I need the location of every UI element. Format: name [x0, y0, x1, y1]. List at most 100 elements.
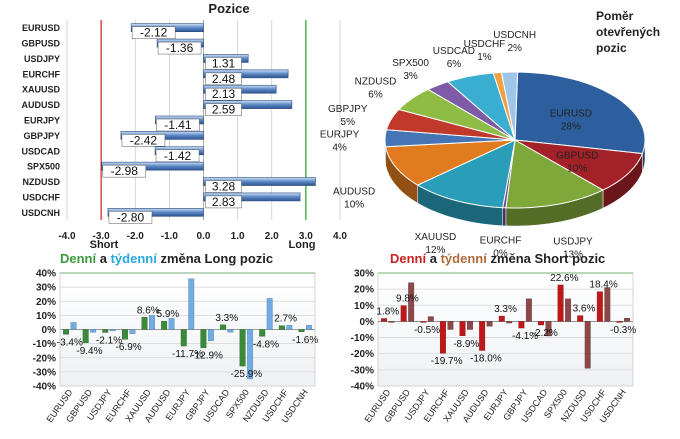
change-title-part: týdenní [111, 251, 158, 266]
change-y-tick: -40% [33, 382, 56, 393]
long-label: Long [289, 239, 316, 251]
change-value-label: -9.4% [76, 346, 102, 357]
change-bar [298, 329, 305, 332]
pie-slice-label: AUDUSD [333, 187, 375, 198]
change-bar [109, 329, 116, 332]
pie-slice [514, 71, 646, 155]
change-value-label: 3.6% [573, 304, 596, 315]
pie-slice-label: NZDUSD [355, 76, 397, 87]
positions-bar [107, 208, 204, 217]
change-value-label: -0.5% [414, 325, 440, 336]
change-value-label: -1.6% [292, 335, 318, 346]
change-bar [259, 329, 266, 337]
change-bar [381, 318, 388, 322]
positions-category-label: SPX500 [27, 162, 60, 172]
change-bar [427, 316, 434, 322]
change-y-tick: -10% [33, 339, 56, 350]
pie-slice-percent: 13% [563, 250, 583, 261]
pie-slice-label: USDCAD [433, 46, 475, 57]
change-y-tick: 10% [36, 311, 56, 322]
change-bar [498, 315, 505, 322]
change-bar [278, 325, 285, 330]
change-bar [207, 329, 214, 342]
change-y-tick: -20% [351, 349, 374, 360]
pie-slice-percent: 2% [507, 43, 522, 54]
pie-slice-label: EURJPY [320, 130, 360, 141]
change-title-part: Denní [60, 251, 97, 266]
pie-slice-percent: 0% [493, 248, 508, 259]
change-title: Denní a týdenní změna Short pozic [390, 251, 605, 266]
positions-value-box [205, 72, 242, 86]
positions-value-label: -2.12 [140, 26, 168, 40]
short-change-chart: Denní a týdenní změna Short pozic30%20%1… [351, 251, 637, 425]
positions-category-label: EURCHF [23, 69, 61, 79]
change-y-tick: -10% [351, 333, 374, 344]
change-value-label: -18.0% [470, 353, 502, 364]
change-title-part: změna Long pozic [157, 251, 273, 266]
pie-slice [384, 129, 516, 148]
long-change-chart: Denní a týdenní změna Long pozic 40% 30% 20… [33, 251, 319, 425]
positions-value-box [157, 41, 202, 55]
positions-value-box [102, 164, 147, 178]
change-bar [459, 321, 466, 336]
change-bar [486, 321, 493, 327]
positions-value-box [108, 211, 153, 224]
pie-slice-percent: 10% [344, 200, 364, 211]
pie-title-line: Poměr [596, 9, 634, 23]
change-title-part: týdenní [441, 251, 488, 266]
positions-bar [101, 161, 204, 171]
change-value-label: 3.3% [494, 304, 517, 315]
positions-value-label: -2.80 [117, 210, 145, 224]
change-bar [305, 325, 312, 330]
change-bar [168, 318, 175, 330]
change-y-tick: 30% [36, 283, 56, 294]
positions-category-label: USDCAD [21, 146, 60, 156]
positions-category-label: AUDUSD [21, 100, 60, 110]
change-bar [266, 298, 273, 330]
change-bar [82, 329, 89, 343]
pie-slice [492, 71, 516, 141]
pie-slice-label: USDJPY [553, 237, 593, 248]
change-value-label: -8.9% [453, 339, 479, 350]
change-value-label: 3.3% [215, 313, 238, 324]
change-bar [506, 321, 513, 324]
change-bar [565, 298, 572, 322]
change-bar [596, 291, 603, 322]
pie-slice [514, 139, 644, 191]
change-value-label: 22.6% [550, 273, 578, 284]
change-bar [525, 298, 532, 322]
positions-x-tick: -1.0 [161, 231, 179, 242]
positions-value-label: 3.28 [212, 180, 236, 194]
positions-category-label: NZDUSD [23, 177, 61, 187]
positions-category-label: EURUSD [22, 23, 61, 33]
positions-title: Pozice [208, 1, 249, 16]
change-bar [227, 329, 234, 333]
pie-slice-percent: 6% [368, 89, 383, 100]
pie-slice-percent: 28% [561, 122, 581, 133]
change-bar [102, 329, 109, 333]
change-bar [188, 278, 195, 330]
change-bar [149, 315, 155, 330]
change-bar [479, 321, 486, 351]
positions-value-label: -2.42 [130, 133, 158, 147]
change-bar [388, 321, 395, 323]
positions-value-box [205, 195, 242, 209]
change-bar [545, 321, 552, 337]
change-bar [584, 321, 591, 369]
pie-slice-percent: 10% [567, 163, 587, 174]
change-y-tick: -40% [351, 382, 374, 393]
positions-value-box [205, 87, 242, 101]
change-value-label: -2.1% [96, 335, 122, 346]
positions-category-label: USDJPY [24, 54, 60, 64]
pie-slice-percent: 1% [477, 52, 492, 63]
change-bar [467, 321, 473, 330]
change-y-tick: -30% [33, 367, 56, 378]
pie-slice [505, 139, 605, 209]
change-bar [220, 324, 226, 330]
change-bar [623, 318, 630, 322]
positions-x-tick: -2.0 [127, 231, 145, 242]
change-y-tick: 30% [354, 269, 374, 280]
positions-category-label: GBPJPY [23, 131, 60, 141]
change-value-label: 9.8% [396, 294, 419, 305]
